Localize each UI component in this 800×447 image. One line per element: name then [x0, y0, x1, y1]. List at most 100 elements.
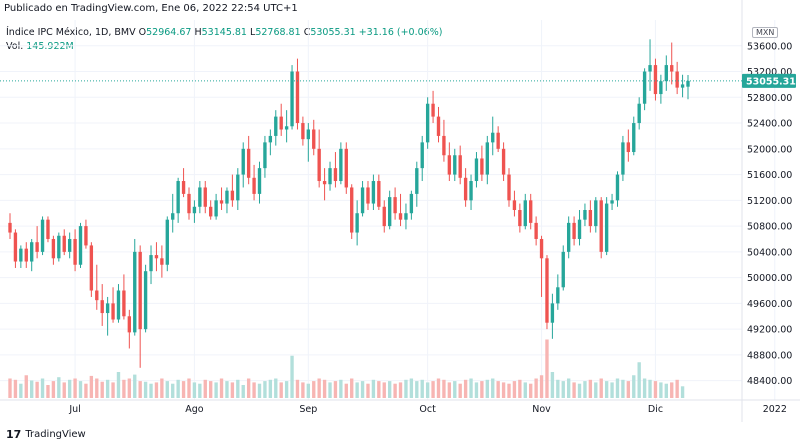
volume-bar	[67, 379, 72, 398]
candle-body	[317, 148, 321, 182]
candle-body	[51, 238, 56, 259]
candle-body	[404, 213, 408, 220]
candle-body	[344, 148, 348, 188]
candle-body	[621, 142, 625, 175]
volume-bar	[192, 382, 197, 398]
volume-bar	[436, 378, 441, 398]
volume-bar	[241, 385, 245, 398]
volume-bar	[138, 381, 142, 398]
candle-body	[529, 200, 533, 223]
volume-bar	[176, 379, 180, 398]
volume-bar	[246, 378, 251, 398]
low-value: 52768.81	[255, 27, 301, 38]
volume-bar	[491, 378, 495, 398]
candle-body	[491, 132, 495, 143]
volume-bar	[523, 382, 527, 398]
volume-bar	[425, 382, 430, 398]
candle-body	[312, 129, 316, 149]
volume-bar	[583, 381, 587, 398]
volume-bar	[675, 379, 679, 398]
volume-bar	[615, 378, 620, 398]
candle-body	[78, 226, 83, 265]
candle-body	[366, 187, 370, 204]
change-value: +31.16 (+0.06%)	[358, 27, 443, 38]
candle-body	[686, 80, 690, 87]
volume-bar	[333, 381, 338, 398]
volume-bar	[322, 379, 327, 398]
volume-bar	[263, 381, 267, 398]
candle-body	[566, 222, 571, 252]
candle-body	[111, 303, 115, 320]
published-caption: Publicado en TradingView.com, Ene 06, 20…	[4, 3, 298, 14]
volume-bar	[100, 381, 104, 398]
volume-bar	[420, 379, 424, 398]
volume-bar	[203, 379, 207, 398]
volume-bar	[447, 382, 452, 398]
candle-body	[241, 148, 245, 175]
volume-bar	[512, 381, 517, 398]
volume-bar	[366, 383, 370, 398]
volume-bar	[518, 379, 522, 398]
candle-body	[274, 116, 278, 136]
candle-body	[594, 200, 598, 227]
volume-bar	[404, 379, 408, 398]
candle-body	[236, 174, 240, 201]
volume-bar	[556, 379, 560, 398]
volume-bar	[648, 379, 652, 398]
volume-bar	[198, 383, 202, 398]
currency-badge[interactable]: MXN	[752, 27, 779, 38]
volume-bar	[664, 383, 668, 398]
volume-bar	[62, 382, 66, 398]
volume-bar	[149, 383, 153, 398]
low-label: L	[250, 27, 256, 38]
candle-body	[463, 177, 468, 201]
volume-bar	[355, 382, 359, 398]
candle-body	[284, 126, 289, 130]
volume-bar	[642, 378, 647, 398]
volume-bar	[51, 381, 56, 398]
volume-bar	[344, 383, 348, 398]
candle-body	[393, 197, 397, 214]
candle-body	[626, 142, 631, 153]
candle-body	[295, 71, 300, 124]
volume-bar	[360, 381, 365, 398]
volume-bar	[209, 381, 213, 398]
candle-body	[143, 271, 148, 330]
candle-body	[610, 200, 614, 204]
candle-body	[458, 155, 462, 178]
volume-bar	[393, 383, 397, 398]
volume-value: 145.922M	[26, 41, 74, 52]
x-tick-label: Ago	[185, 404, 204, 415]
candle-body	[230, 190, 235, 201]
candle-body	[659, 81, 663, 95]
candle-body	[680, 84, 685, 88]
candle-body	[40, 219, 45, 252]
candle-body	[252, 177, 256, 194]
candle-body	[192, 206, 197, 214]
candle-body	[670, 65, 674, 72]
candle-body	[35, 242, 39, 252]
volume-bar	[409, 378, 414, 398]
volume-bar	[588, 379, 593, 398]
candle-body	[642, 71, 647, 104]
candle-body	[664, 65, 668, 82]
volume-bar	[122, 379, 126, 398]
volume-bar	[670, 382, 674, 398]
volume-bar	[594, 382, 598, 398]
volume-bar	[295, 379, 300, 398]
volume-bar	[24, 375, 28, 398]
candle-body	[648, 65, 652, 72]
candle-body	[160, 258, 164, 265]
volume-legend: Vol. 145.922M	[6, 41, 74, 52]
candle-body	[84, 226, 88, 246]
candle-body	[333, 168, 338, 182]
y-tick-label: 49600.00	[747, 299, 792, 310]
volume-bar	[415, 381, 419, 398]
volume-bar	[57, 377, 61, 398]
candle-body	[501, 148, 506, 175]
volume-bar	[350, 378, 354, 398]
volume-bar	[30, 380, 34, 398]
volume-bar	[377, 381, 381, 398]
candle-body	[507, 174, 511, 201]
